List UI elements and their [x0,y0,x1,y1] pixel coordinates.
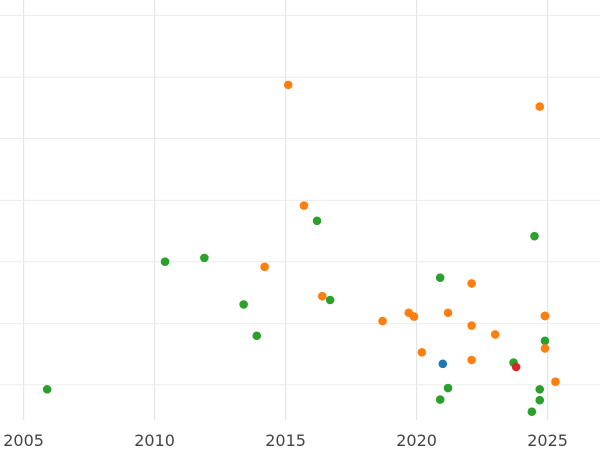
data-point [467,355,476,365]
data-point [299,201,309,210]
x-tick-label: 2010 [134,431,175,450]
data-point [239,300,248,309]
data-point [283,80,293,90]
data-point [417,348,427,357]
x-tick-label: 2005 [3,431,44,450]
x-tick-label: 2025 [527,431,568,450]
data-point [435,273,445,282]
data-points [42,80,560,417]
data-point [438,359,448,369]
data-point [409,312,419,321]
grid-lines [0,0,600,420]
data-point [252,331,262,341]
data-point [435,395,445,404]
data-point [511,362,521,372]
data-point [467,279,476,288]
data-point [378,316,387,326]
data-point [527,407,537,417]
x-tick-label: 2015 [265,431,306,450]
data-point [443,308,453,318]
data-point [540,344,550,353]
data-point [551,377,560,387]
data-point [260,262,269,272]
data-point [443,383,453,393]
data-point [200,253,209,263]
data-point [160,257,170,267]
data-point [42,385,52,394]
data-point [540,311,550,321]
data-point [535,385,545,394]
data-point [325,295,335,305]
data-point [530,231,539,241]
x-tick-label: 2020 [396,431,437,450]
data-point [467,321,476,330]
data-point [540,336,550,346]
data-point [535,395,545,405]
data-point [535,102,545,111]
x-axis-ticks: 2005 2010 2015 2020 2025 [3,431,568,450]
data-point [490,330,500,339]
data-point [312,216,322,226]
data-point [317,291,327,301]
